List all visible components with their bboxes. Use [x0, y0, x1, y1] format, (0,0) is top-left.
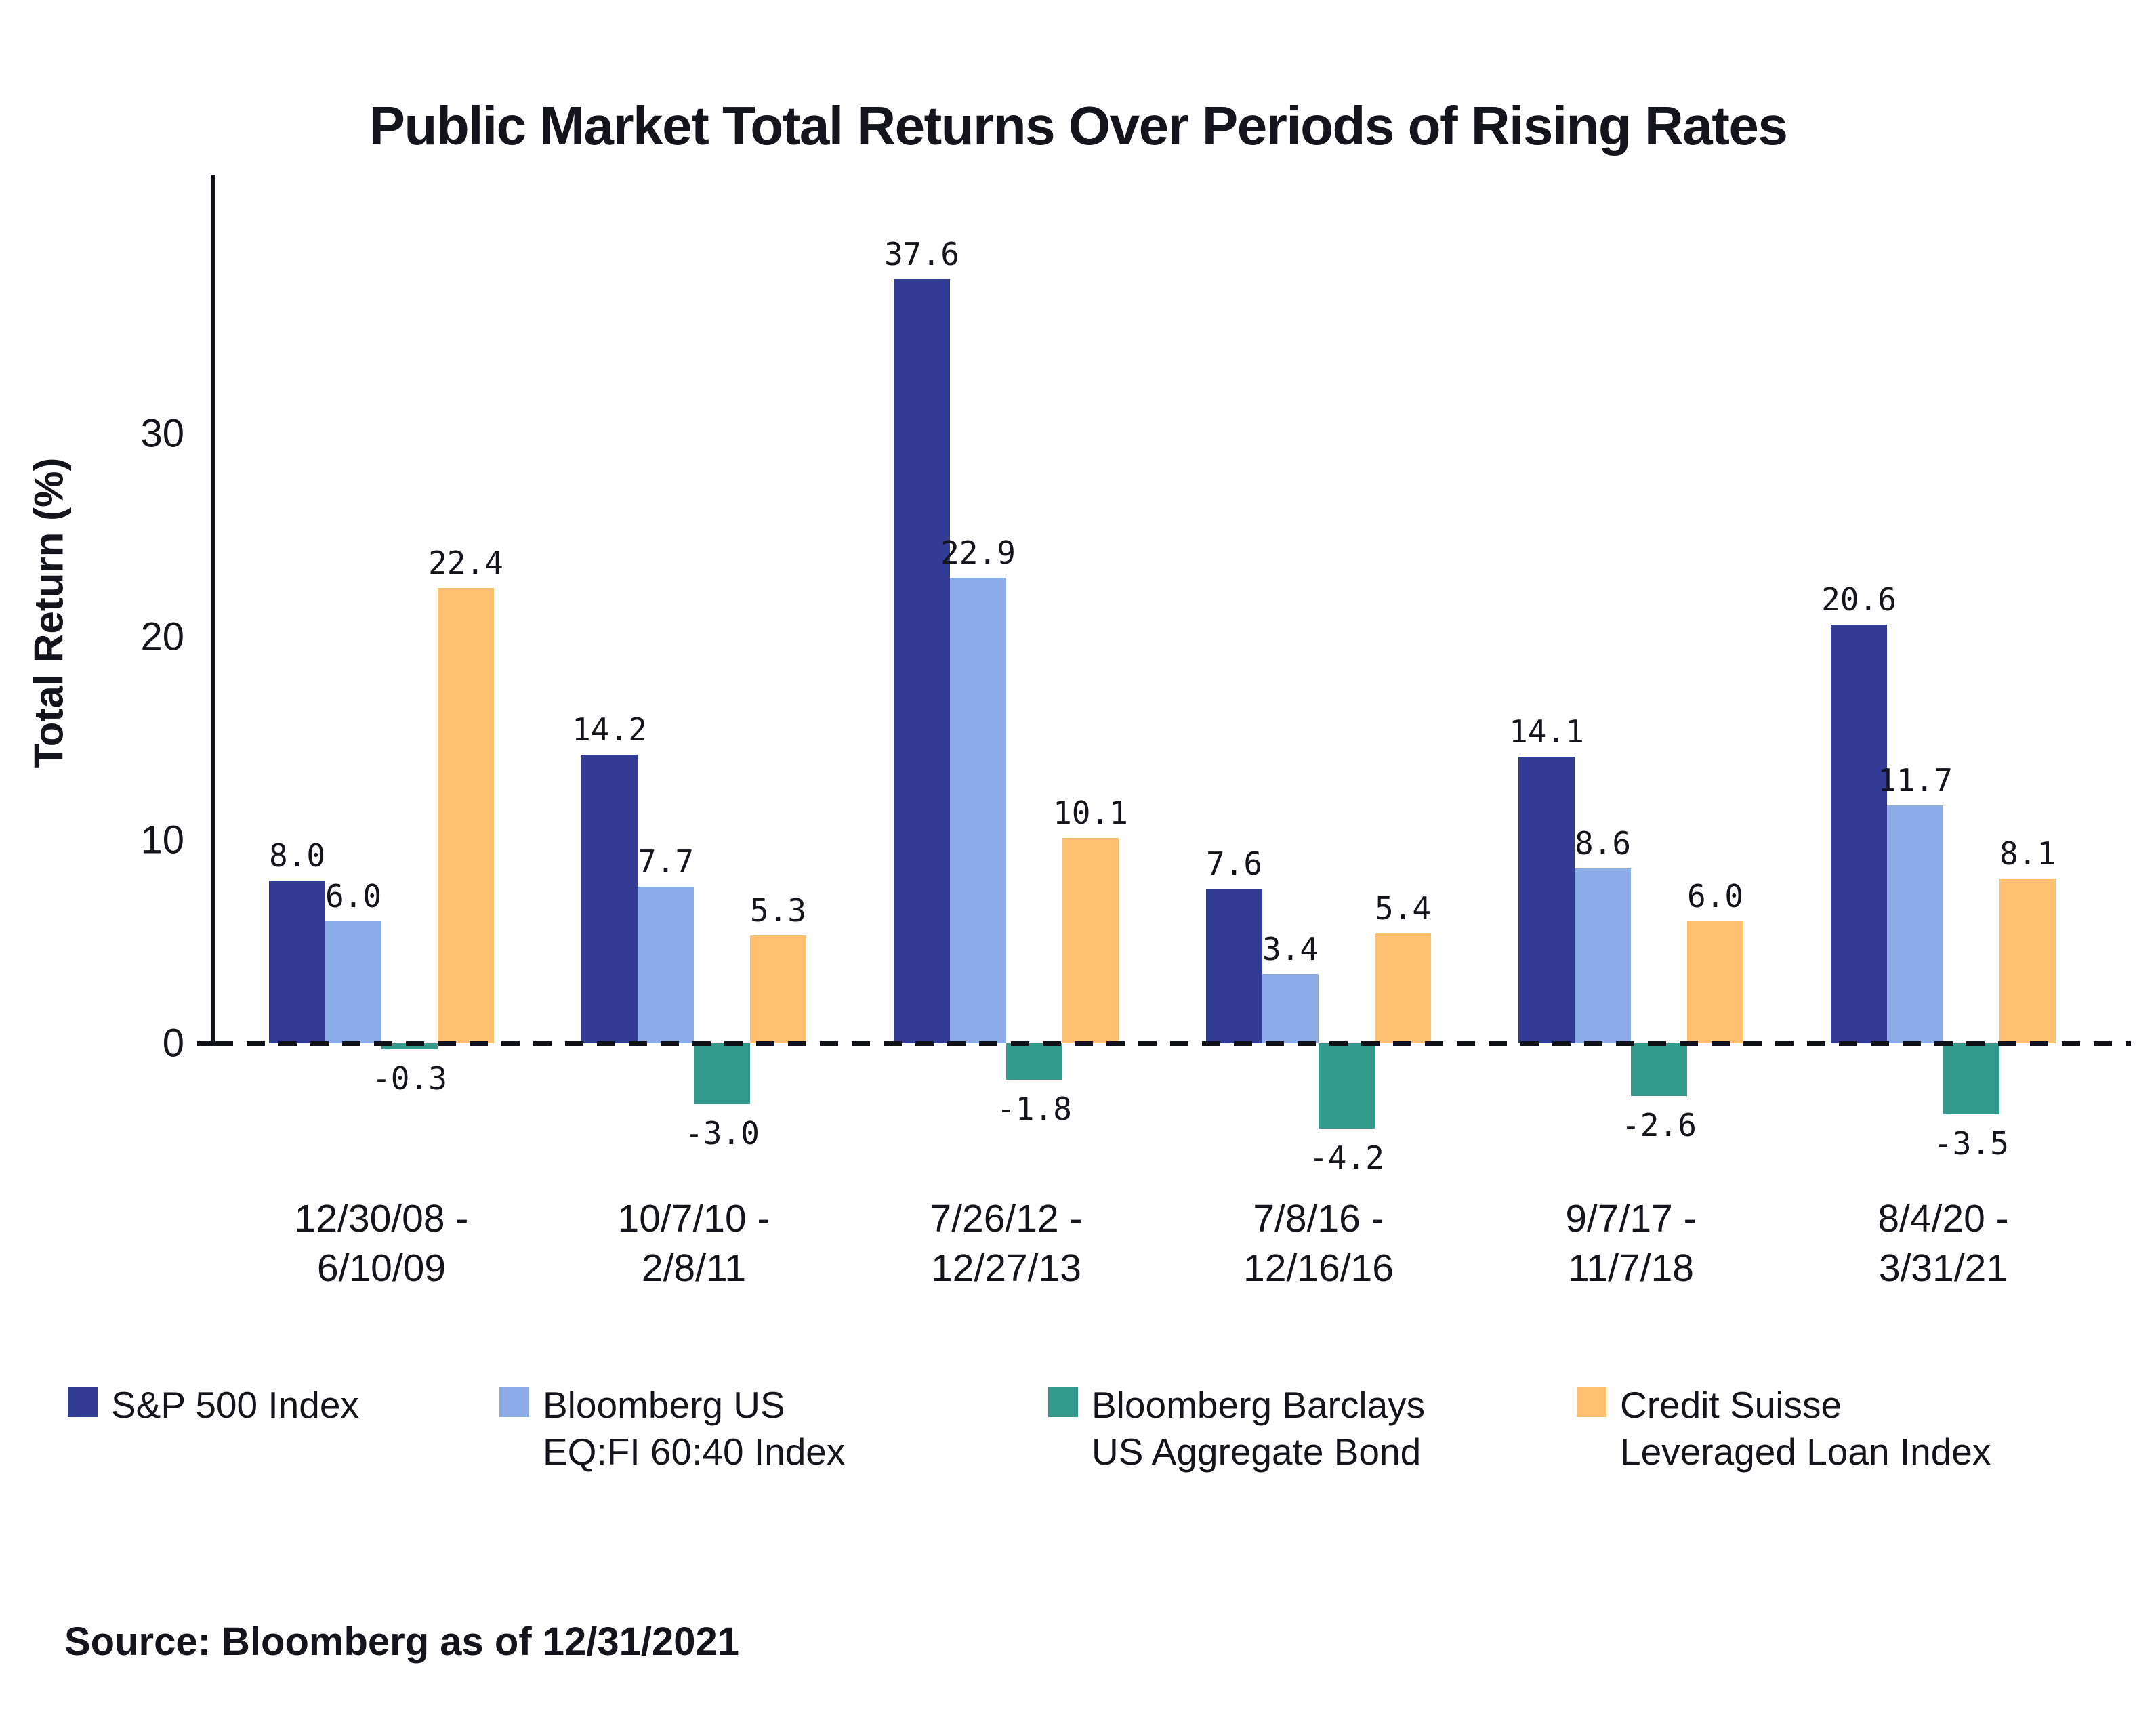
x-axis-category-line: 3/31/21 [1878, 1246, 2008, 1290]
x-axis-category-line: 7/26/12 - [930, 1197, 1083, 1240]
legend-label: Bloomberg US EQ:FI 60:40 Index [543, 1382, 845, 1475]
x-axis-category-line: 12/27/13 [931, 1246, 1081, 1290]
source-note: Source: Bloomberg as of 12/31/2021 [64, 1620, 740, 1664]
legend-label-line: Credit Suisse [1620, 1384, 1842, 1426]
bar [1518, 757, 1575, 1043]
legend-label-line: Bloomberg Barclays [1092, 1384, 1426, 1426]
x-axis-category-line: 12/16/16 [1243, 1246, 1394, 1290]
legend-swatch [1577, 1387, 1606, 1417]
bar-value-label: 37.6 [884, 236, 959, 272]
bar-value-label: -1.8 [997, 1091, 1072, 1127]
bar-value-label: 3.4 [1262, 931, 1319, 967]
bar [1375, 933, 1431, 1043]
legend-label: Credit Suisse Leveraged Loan Index [1620, 1382, 1991, 1475]
bar [1631, 1043, 1687, 1096]
bar [1687, 921, 1743, 1043]
legend-swatch [1048, 1387, 1078, 1417]
bar-value-label: 10.1 [1053, 795, 1128, 831]
bar-value-label: 5.3 [749, 892, 807, 929]
bar-value-label: -0.3 [372, 1060, 447, 1097]
legend-label: Bloomberg Barclays US Aggregate Bond [1092, 1382, 1425, 1475]
bar-value-label: 6.0 [325, 878, 382, 914]
bar [694, 1043, 750, 1104]
legend-swatch [68, 1387, 98, 1417]
bar [750, 935, 806, 1043]
bar-value-label: 6.0 [1686, 878, 1744, 914]
legend-label: S&P 500 Index [111, 1382, 359, 1429]
zero-baseline-dashed [215, 1041, 2131, 1046]
x-axis-category-line: 10/7/10 - [617, 1197, 770, 1240]
bar [1575, 868, 1631, 1043]
bar-value-label: 22.9 [940, 534, 1016, 571]
legend-label-line: S&P 500 Index [111, 1384, 359, 1426]
bar-value-label: -4.2 [1309, 1139, 1384, 1176]
legend-label-line: Leveraged Loan Index [1620, 1431, 1991, 1473]
bar [894, 279, 950, 1043]
x-axis-category-line: 7/8/16 - [1253, 1197, 1384, 1240]
x-axis-category-line: 11/7/18 [1568, 1246, 1694, 1290]
bar-value-label: -3.0 [684, 1115, 760, 1152]
x-axis-category-line: 8/4/20 - [1878, 1197, 2009, 1240]
y-axis-zero-tick [197, 1041, 215, 1046]
y-tick-label: 20 [140, 614, 184, 659]
legend-label-line: EQ:FI 60:40 Index [543, 1431, 846, 1473]
bar [638, 887, 694, 1043]
x-axis-category-label: 8/4/20 - 3/31/21 [1878, 1194, 2008, 1293]
bar [1062, 838, 1119, 1043]
x-axis-category-line: 6/10/09 [316, 1246, 447, 1290]
y-tick-label: 30 [140, 411, 184, 456]
x-axis-category-line: 12/30/08 - [294, 1197, 469, 1240]
y-axis-spine [211, 175, 215, 1043]
y-tick-label: 0 [162, 1021, 184, 1066]
bar-value-label: 11.7 [1878, 762, 1953, 799]
bar [1006, 1043, 1062, 1080]
legend-label-line: US Aggregate Bond [1092, 1431, 1422, 1473]
bar [325, 921, 381, 1043]
bar [438, 588, 494, 1043]
x-axis-category-label: 7/8/16 - 12/16/16 [1243, 1194, 1394, 1293]
bar [1943, 1043, 1999, 1114]
bar [269, 881, 325, 1043]
bar-value-label: 8.1 [1999, 835, 2056, 872]
bar-value-label: 8.0 [268, 837, 326, 874]
bar [1206, 889, 1262, 1043]
bar-value-label: 14.2 [572, 711, 647, 748]
x-axis-category-line: 9/7/17 - [1565, 1197, 1697, 1240]
x-axis-category-line: 2/8/11 [641, 1246, 747, 1290]
bar [381, 1043, 438, 1049]
y-tick-label: 10 [140, 818, 184, 862]
y-axis-label: Total Return (%) [26, 457, 72, 769]
bar [1887, 805, 1943, 1043]
x-axis-category-label: 7/26/12 - 12/27/13 [930, 1194, 1083, 1293]
bar-value-label: 20.6 [1821, 581, 1896, 618]
bar-value-label: 7.7 [637, 843, 695, 880]
legend-swatch [499, 1387, 529, 1417]
bar [950, 578, 1006, 1043]
bar-value-label: -2.6 [1621, 1107, 1697, 1143]
chart-title: Public Market Total Returns Over Periods… [369, 96, 1788, 156]
legend-label-line: Bloomberg US [543, 1384, 785, 1426]
bar [1831, 625, 1887, 1043]
x-axis-category-label: 12/30/08 - 6/10/09 [295, 1194, 469, 1293]
bar [1262, 974, 1319, 1043]
x-axis-category-label: 9/7/17 - 11/7/18 [1565, 1194, 1696, 1293]
bar-value-label: 14.1 [1509, 713, 1584, 750]
bar-value-label: -3.5 [1934, 1125, 2009, 1162]
bar-value-label: 22.4 [428, 545, 503, 581]
bar-value-label: 5.4 [1374, 890, 1432, 927]
x-axis-category-label: 10/7/10 - 2/8/11 [618, 1194, 770, 1293]
bar [1999, 879, 2056, 1043]
bar [1319, 1043, 1375, 1129]
bar-value-label: 7.6 [1205, 845, 1263, 882]
bar-value-label: 8.6 [1574, 825, 1632, 862]
bar [581, 755, 638, 1043]
